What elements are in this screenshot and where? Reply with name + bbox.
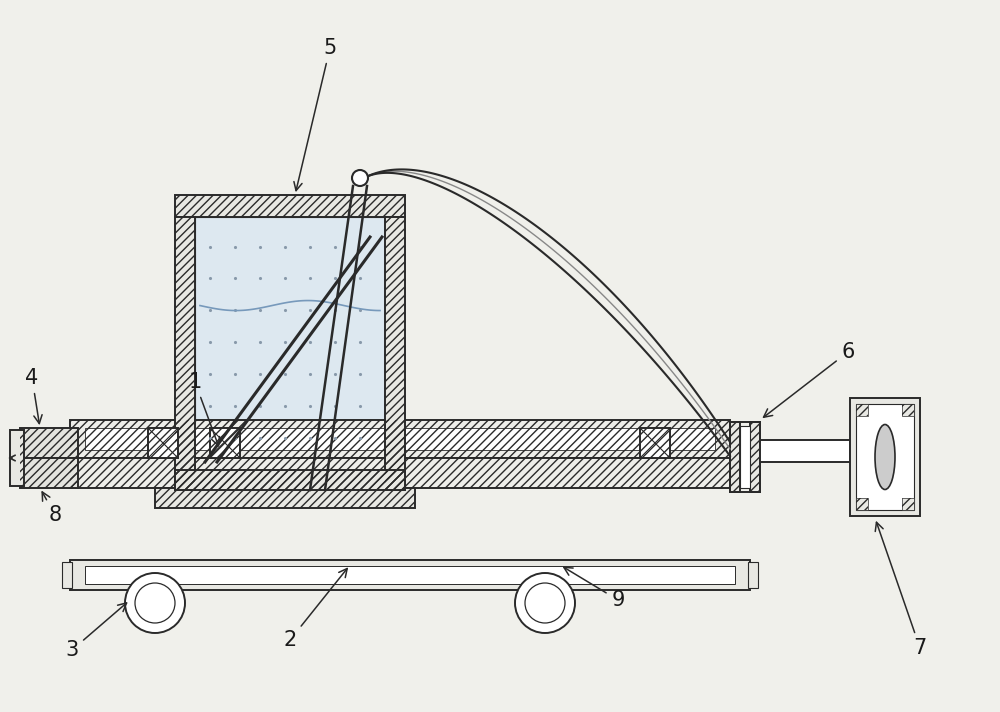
Bar bbox=[70, 560, 750, 590]
Bar bbox=[902, 404, 914, 416]
Circle shape bbox=[135, 583, 175, 623]
Bar bbox=[62, 562, 72, 588]
Bar bbox=[850, 398, 920, 516]
Text: 6: 6 bbox=[764, 342, 855, 417]
Bar bbox=[70, 458, 730, 488]
Text: 8: 8 bbox=[42, 492, 62, 525]
Bar bbox=[148, 428, 178, 458]
Bar bbox=[85, 428, 715, 450]
Bar bbox=[730, 422, 760, 492]
Text: 5: 5 bbox=[294, 38, 337, 191]
Bar bbox=[20, 458, 78, 488]
Bar bbox=[385, 217, 405, 490]
Text: 2: 2 bbox=[283, 568, 347, 650]
Bar bbox=[20, 428, 78, 458]
Bar bbox=[70, 420, 730, 458]
Bar bbox=[856, 498, 868, 510]
Bar bbox=[155, 488, 415, 508]
Bar bbox=[730, 422, 740, 492]
Bar bbox=[175, 217, 195, 490]
Bar bbox=[856, 404, 868, 416]
Bar bbox=[902, 498, 914, 510]
Bar bbox=[10, 430, 24, 486]
Text: 7: 7 bbox=[875, 522, 927, 658]
Bar bbox=[902, 498, 914, 510]
Bar bbox=[730, 422, 740, 492]
Bar bbox=[155, 488, 415, 508]
Bar bbox=[750, 422, 760, 492]
Text: 9: 9 bbox=[564, 567, 625, 610]
Bar bbox=[760, 440, 850, 462]
Circle shape bbox=[525, 583, 565, 623]
Bar bbox=[856, 404, 868, 416]
Bar bbox=[210, 428, 240, 458]
Text: 3: 3 bbox=[65, 603, 127, 660]
Bar bbox=[385, 217, 405, 490]
Bar bbox=[70, 458, 730, 488]
Bar bbox=[856, 404, 914, 510]
Bar bbox=[195, 217, 385, 470]
Bar bbox=[175, 470, 405, 490]
Bar bbox=[20, 428, 78, 458]
Bar bbox=[856, 498, 868, 510]
Circle shape bbox=[352, 170, 368, 186]
Bar bbox=[748, 562, 758, 588]
Bar bbox=[175, 195, 405, 217]
Bar bbox=[750, 422, 760, 492]
Bar bbox=[740, 426, 750, 488]
Text: 4: 4 bbox=[25, 368, 42, 424]
Bar bbox=[175, 217, 195, 490]
Circle shape bbox=[515, 573, 575, 633]
Bar bbox=[640, 428, 670, 458]
Ellipse shape bbox=[875, 424, 895, 490]
Bar bbox=[175, 195, 405, 217]
Bar bbox=[175, 470, 405, 490]
Circle shape bbox=[125, 573, 185, 633]
Text: 1: 1 bbox=[188, 372, 219, 446]
Bar bbox=[902, 404, 914, 416]
Bar bbox=[85, 566, 735, 584]
Bar bbox=[20, 458, 78, 488]
Bar bbox=[70, 420, 730, 458]
